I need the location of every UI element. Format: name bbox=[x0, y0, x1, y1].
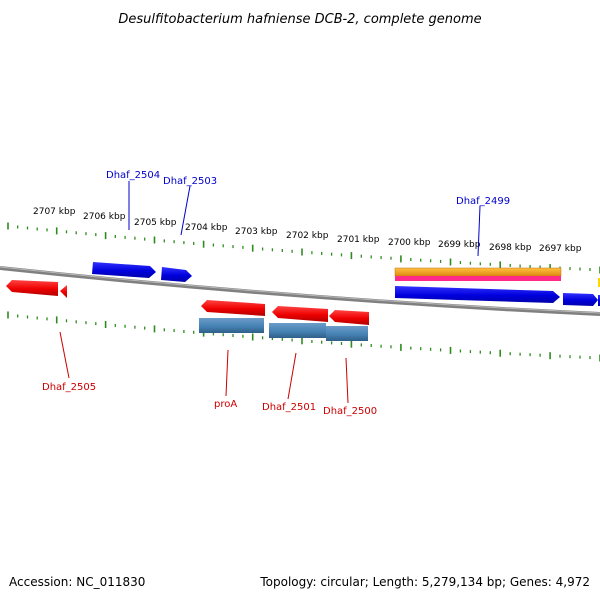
label-line-proA bbox=[225, 349, 229, 397]
scale-label-2698: 2698 kbp bbox=[489, 243, 532, 253]
feature-orange[interactable] bbox=[394, 267, 562, 277]
gene-label-dhaf-2504[interactable]: Dhaf_2504 bbox=[106, 170, 160, 181]
gene-dhaf-2500[interactable] bbox=[329, 310, 369, 325]
scale-label-2706: 2706 kbp bbox=[83, 212, 126, 222]
scale-label-2705: 2705 kbp bbox=[134, 218, 177, 228]
cds-dhaf-2500[interactable] bbox=[326, 326, 368, 341]
gene-proA[interactable] bbox=[201, 300, 265, 316]
label-line-dhaf-2501 bbox=[287, 352, 297, 400]
gene-label-dhaf-2500[interactable]: Dhaf_2500 bbox=[323, 406, 377, 417]
gene-label-dhaf-2505[interactable]: Dhaf_2505 bbox=[42, 382, 96, 393]
scale-label-2703: 2703 kbp bbox=[235, 227, 278, 237]
scale-label-2700: 2700 kbp bbox=[388, 238, 431, 248]
genome-backbone bbox=[0, 266, 600, 316]
gene-label-dhaf-2499[interactable]: Dhaf_2499 bbox=[456, 196, 510, 207]
label-line-dhaf-2500 bbox=[345, 357, 349, 404]
scale-label-2699: 2699 kbp bbox=[438, 240, 481, 250]
gene-label-dhaf-2501[interactable]: Dhaf_2501 bbox=[262, 402, 316, 413]
gene-dhaf-2499[interactable] bbox=[395, 286, 560, 303]
gene-dhaf-2503[interactable] bbox=[161, 267, 192, 282]
scale-label-2701: 2701 kbp bbox=[337, 235, 380, 245]
topology-text: Topology: circular; Length: 5,279,134 bp… bbox=[260, 575, 590, 589]
scale-label-2707: 2707 kbp bbox=[33, 207, 76, 217]
map-title: Desulfitobacterium hafniense DCB-2, comp… bbox=[118, 12, 481, 27]
gene-dhaf-2498[interactable] bbox=[563, 293, 598, 306]
cds-dhaf-2501[interactable] bbox=[269, 323, 326, 338]
label-line-dhaf-2499 bbox=[477, 205, 481, 257]
scale-ticks-inner bbox=[7, 311, 600, 362]
accession-text: Accession: NC_011830 bbox=[9, 575, 146, 589]
scale-label-2704: 2704 kbp bbox=[185, 223, 228, 233]
gene-fragment-red[interactable] bbox=[60, 285, 67, 298]
scale-label-2697: 2697 kbp bbox=[539, 244, 582, 254]
genome-backbone-highlight bbox=[0, 266, 600, 314]
gene-dhaf-2504[interactable] bbox=[92, 262, 156, 278]
scale-label-2702: 2702 kbp bbox=[286, 231, 329, 241]
gene-dhaf-2501[interactable] bbox=[272, 306, 328, 322]
gene-dhaf-2505[interactable] bbox=[6, 280, 58, 296]
gene-label-proA[interactable]: proA bbox=[214, 399, 237, 410]
feature-yellow[interactable] bbox=[598, 278, 600, 287]
scale-ticks-outer bbox=[7, 222, 600, 274]
gene-label-dhaf-2503[interactable]: Dhaf_2503 bbox=[163, 176, 217, 187]
label-line-dhaf-2503 bbox=[180, 185, 191, 236]
cds-proA[interactable] bbox=[199, 318, 264, 333]
feature-magenta[interactable] bbox=[395, 276, 561, 281]
label-line-dhaf-2505 bbox=[59, 331, 70, 379]
